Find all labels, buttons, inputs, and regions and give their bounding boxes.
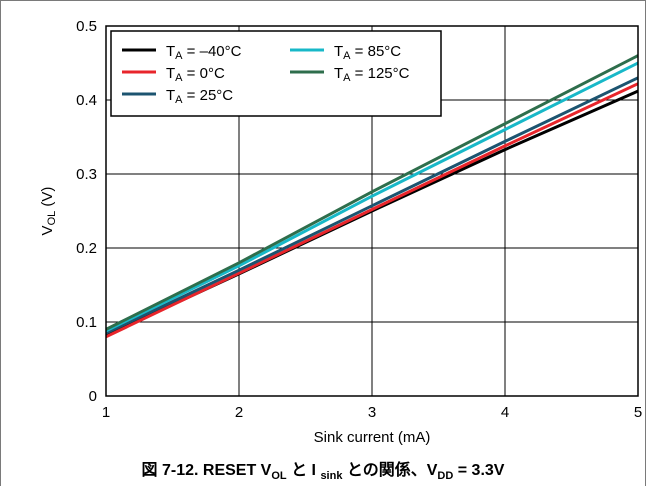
legend-label-0: TA = –40°C <box>166 43 242 62</box>
legend-label-sub-2: A <box>175 94 183 106</box>
legend-label-main-1: T <box>166 65 175 82</box>
x-axis-label: Sink current (mA) <box>314 429 431 446</box>
legend-label-rest-3: = 85°C <box>351 43 402 60</box>
x-tick-label-2: 3 <box>368 404 376 421</box>
caption-mid1: と I <box>286 462 321 479</box>
legend-label-rest-2: = 25°C <box>183 87 234 104</box>
legend-label-main-4: T <box>334 65 343 82</box>
y-tick-label-2: 0.2 <box>76 240 97 257</box>
caption-vol-sub: OL <box>271 470 287 483</box>
y-axis-label-sub: OL <box>46 211 58 226</box>
y-tick-label-5: 0.5 <box>76 18 97 35</box>
caption-prefix: 図 7-12. RESET V <box>141 462 272 479</box>
y-tick-label-3: 0.3 <box>76 166 97 183</box>
legend-label-rest-4: = 125°C <box>351 65 410 82</box>
legend-label-sub-1: A <box>175 72 183 84</box>
series-layer <box>105 54 639 339</box>
legend-label-sub-0: A <box>175 50 183 62</box>
legend: TA = –40°CTA = 0°CTA = 25°CTA = 85°CTA =… <box>110 30 442 117</box>
legend-label-rest-1: = 0°C <box>183 65 225 82</box>
series-line-2 <box>105 76 639 335</box>
x-tick-label-3: 4 <box>501 404 509 421</box>
caption-isink-sub: sink <box>320 470 343 483</box>
caption-suffix: = 3.3V <box>453 462 505 479</box>
y-axis-label: VOL (V) <box>39 187 58 236</box>
x-tick-label-0: 1 <box>102 404 110 421</box>
legend-label-main-2: T <box>166 87 175 104</box>
y-axis-label-unit: (V) <box>39 187 56 211</box>
legend-label-3: TA = 85°C <box>334 43 401 62</box>
legend-label-main-3: T <box>334 43 343 60</box>
legend-label-2: TA = 25°C <box>166 87 233 106</box>
caption-mid2: との関係、V <box>342 462 438 479</box>
figure-caption: 図 7-12. RESET VOL と I sink との関係、VDD = 3.… <box>0 456 646 482</box>
y-tick-label-1: 0.1 <box>76 314 97 331</box>
x-axis-ticks: 1 2 3 4 5 <box>102 404 642 421</box>
y-axis-ticks: 0 0.1 0.2 0.3 0.4 0.5 <box>76 18 97 405</box>
y-tick-label-0: 0 <box>89 388 97 405</box>
series-line-1 <box>105 82 639 339</box>
x-tick-label-1: 2 <box>235 404 243 421</box>
caption-vdd-sub: DD <box>437 470 454 483</box>
legend-label-sub-4: A <box>343 72 351 84</box>
y-axis-label-main: V <box>39 225 56 235</box>
legend-label-rest-0: = –40°C <box>183 43 242 60</box>
legend-label-4: TA = 125°C <box>334 65 410 84</box>
plot-area-border <box>105 25 639 397</box>
legend-label-main-0: T <box>166 43 175 60</box>
legend-label-sub-3: A <box>343 50 351 62</box>
series-line-3 <box>105 61 639 333</box>
y-tick-label-4: 0.4 <box>76 92 97 109</box>
legend-label-1: TA = 0°C <box>166 65 225 84</box>
legend-box <box>110 30 442 117</box>
x-tick-label-4: 5 <box>634 404 642 421</box>
series-line-4 <box>105 54 639 331</box>
